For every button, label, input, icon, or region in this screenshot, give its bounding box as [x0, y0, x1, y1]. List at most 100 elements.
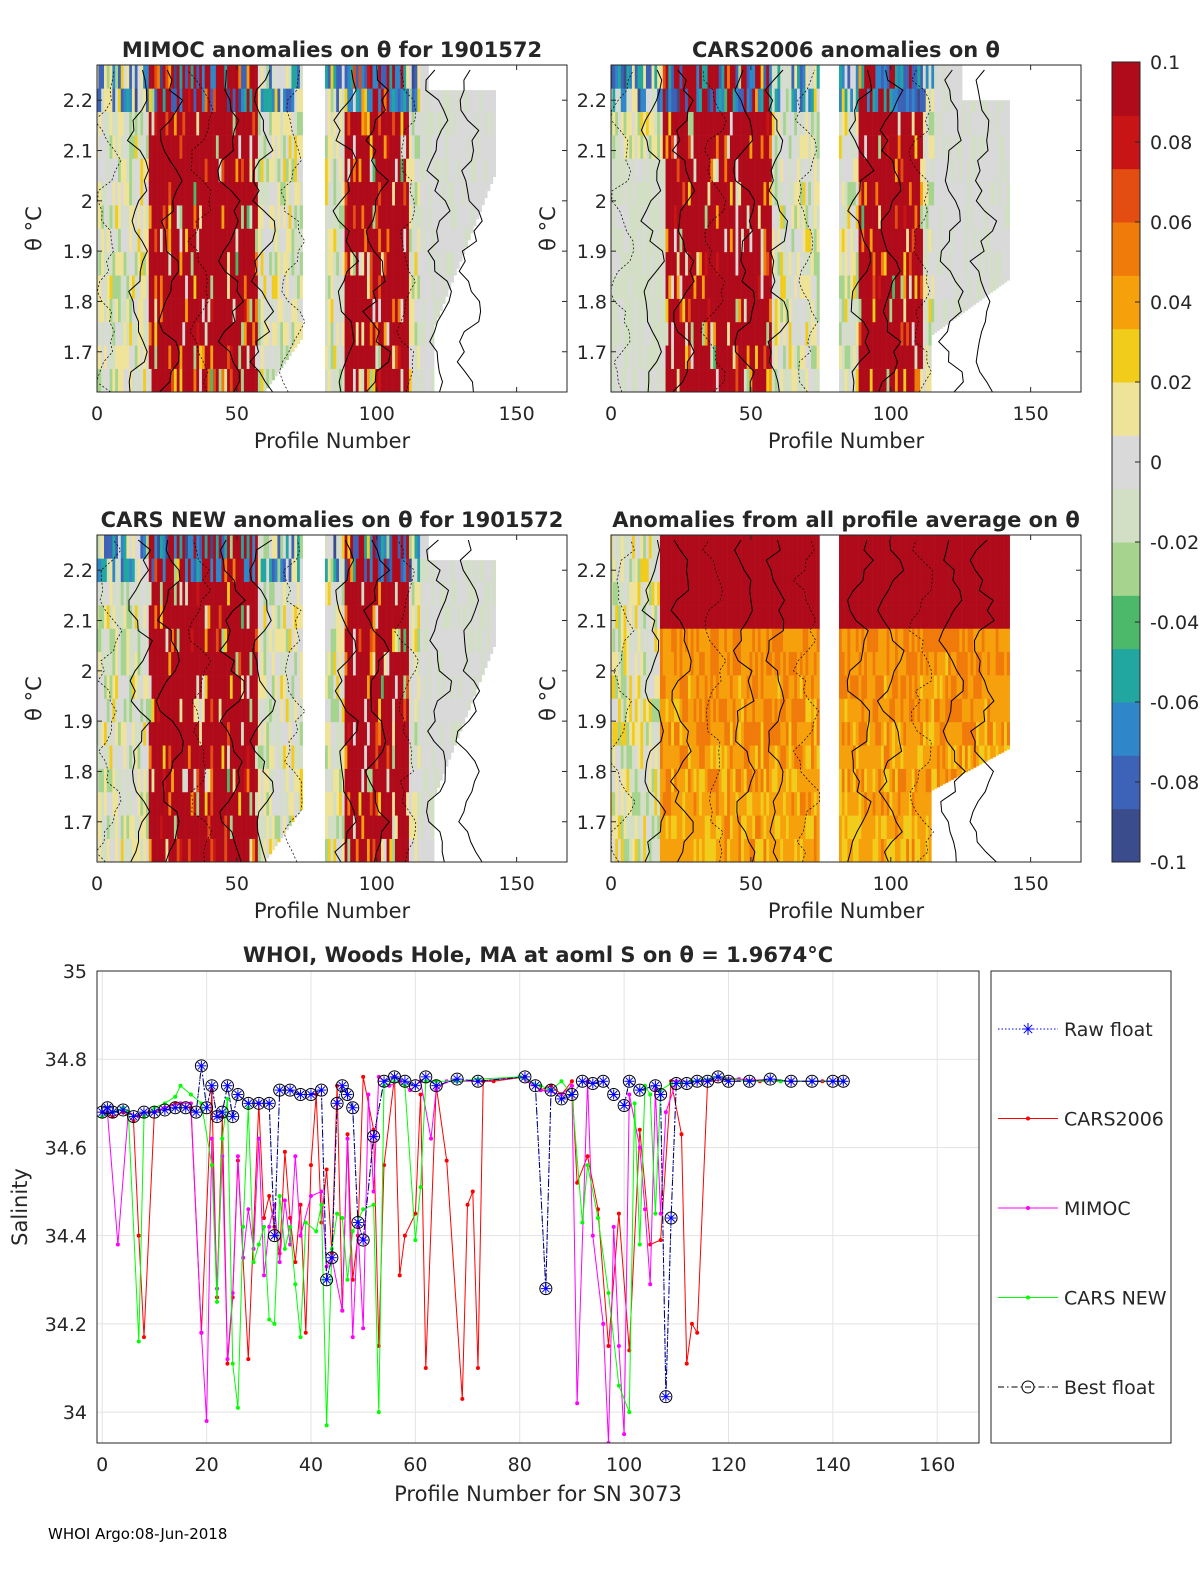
heatmap-cell: [926, 205, 929, 229]
heatmap-cell: [342, 322, 345, 346]
heatmap-cell: [401, 205, 404, 229]
heatmap-cell: [445, 158, 448, 182]
heatmap-cell: [839, 182, 842, 206]
heatmap-cell: [859, 65, 862, 89]
heatmap-cell: [107, 582, 110, 606]
heatmap-cell: [129, 652, 132, 676]
heatmap-cell: [219, 345, 222, 369]
heatmap-cell: [249, 675, 252, 699]
panel-title: MIMOC anomalies on θ for 1901572: [122, 38, 542, 62]
heatmap-cell: [375, 229, 378, 253]
heatmap-cell: [462, 205, 465, 229]
heatmap-cell: [283, 558, 286, 582]
heatmap-cell: [227, 745, 230, 769]
heatmap-cell: [909, 88, 912, 112]
heatmap-cell: [847, 229, 850, 253]
heatmap-cell: [680, 345, 683, 369]
heatmap-cell: [345, 628, 348, 652]
heatmap-cell: [901, 369, 904, 393]
heatmap-cell: [401, 345, 404, 369]
heatmap-cell: [970, 112, 973, 136]
heatmap-cell: [881, 322, 884, 346]
heatmap-cell: [328, 722, 331, 746]
heatmap-cell: [937, 182, 940, 206]
heatmap-cell: [803, 322, 806, 346]
heatmap-cell: [185, 252, 188, 276]
heatmap-cell: [805, 369, 808, 393]
heatmap-cell: [998, 205, 1001, 229]
heatmap-cell: [398, 135, 401, 159]
heatmap-cell: [392, 299, 395, 323]
heatmap-cell: [847, 369, 850, 393]
heatmap-cell: [859, 369, 862, 393]
heatmap-cell: [705, 252, 708, 276]
heatmap-cell: [626, 65, 629, 89]
heatmap-cell: [213, 535, 216, 559]
heatmap-cell: [808, 229, 811, 253]
heatmap-cell: [937, 112, 940, 136]
heatmap-cell: [401, 275, 404, 299]
heatmap-cell: [219, 558, 222, 582]
heatmap-cell: [196, 65, 199, 89]
heatmap-cell: [252, 582, 255, 606]
heatmap-cell: [208, 675, 211, 699]
heatmap-cell: [283, 158, 286, 182]
heatmap-cell: [194, 135, 197, 159]
heatmap-cell: [387, 792, 390, 816]
heatmap-cell: [1007, 135, 1010, 159]
heatmap-cell: [289, 322, 292, 346]
heatmap-cell: [747, 205, 750, 229]
heatmap-cell: [702, 322, 705, 346]
heatmap-cell: [632, 112, 635, 136]
heatmap-cell: [635, 369, 638, 393]
heatmap-cell: [367, 322, 370, 346]
heatmap-cell: [129, 792, 132, 816]
heatmap-cell: [188, 745, 191, 769]
heatmap-cell: [258, 135, 261, 159]
heatmap-cell: [626, 299, 629, 323]
heatmap-cell: [157, 745, 160, 769]
heatmap-cell: [210, 605, 213, 629]
heatmap-cell: [300, 558, 303, 582]
heatmap-cell: [104, 182, 107, 206]
heatmap-cell: [724, 205, 727, 229]
heatmap-cell: [258, 558, 261, 582]
heatmap-cell: [121, 299, 124, 323]
heatmap-cell: [392, 135, 395, 159]
heatmap-cell: [252, 205, 255, 229]
heatmap-cell: [719, 369, 722, 393]
heatmap-cell: [258, 322, 261, 346]
heatmap-cell: [154, 839, 157, 863]
heatmap-cell: [674, 275, 677, 299]
heatmap-cell: [381, 652, 384, 676]
heatmap-cell: [132, 535, 135, 559]
heatmap-cell: [325, 699, 328, 723]
heatmap-cell: [275, 322, 278, 346]
heatmap-cell: [962, 299, 965, 313]
heatmap-cell: [118, 322, 121, 346]
heatmap-cell: [325, 229, 328, 253]
heatmap-cell: [403, 158, 406, 182]
heatmap-cell: [696, 299, 699, 323]
heatmap-cell: [219, 675, 222, 699]
heatmap-cell: [174, 675, 177, 699]
heatmap-cell: [845, 252, 848, 276]
heatmap-cell: [744, 369, 747, 393]
heatmap-cell: [476, 135, 479, 159]
heatmap-cell: [766, 158, 769, 182]
heatmap-cell: [286, 322, 289, 346]
heatmap-cell: [210, 652, 213, 676]
heatmap-cell: [758, 112, 761, 136]
heatmap-cell: [808, 252, 811, 276]
heatmap-cell: [426, 182, 429, 206]
heatmap-cell: [646, 65, 649, 89]
heatmap-cell: [188, 675, 191, 699]
heatmap-cell: [805, 88, 808, 112]
heatmap-cell: [420, 322, 423, 346]
heatmap-cell: [626, 182, 629, 206]
heatmap-cell: [252, 535, 255, 559]
heatmap-cell: [875, 369, 878, 393]
heatmap-cell: [339, 345, 342, 369]
heatmap-cell: [881, 252, 884, 276]
heatmap-cell: [462, 135, 465, 159]
